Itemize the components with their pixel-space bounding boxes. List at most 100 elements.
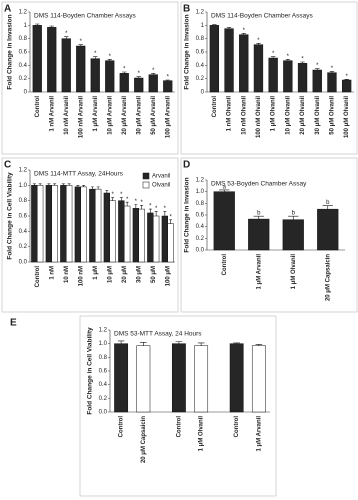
error-bar [117,340,125,344]
error-bar [329,71,335,73]
error-bar [82,185,86,187]
bar [327,72,337,93]
bar [119,73,129,93]
significance-label: * [109,54,112,60]
bar [95,188,102,263]
y-tick-label: 1.0 [19,183,28,189]
significance-label: * [94,51,97,57]
x-tick-label: Control [176,416,182,438]
significance-label: * [169,214,172,220]
significance-label: * [301,57,304,63]
error-bar [61,183,65,186]
x-tick-label: 10 nM Olvanil [241,96,247,135]
x-tick-label: 1 μM Olvanil [199,416,205,452]
y-axis-title: Fold Change in Invasion [184,177,191,252]
bar [229,343,244,413]
bar [114,343,129,413]
error-bar [67,183,71,186]
significance-label: b [257,211,261,217]
error-bar [125,201,129,207]
y-tick-label: 0.8 [19,36,28,42]
y-tick-label: 0.6 [19,50,28,56]
significance-label: * [111,192,114,198]
bar [32,25,42,93]
x-tick-label: 100 μM Arvanil [165,96,171,138]
y-tick-label: 0 [201,90,205,96]
y-tick-label: 1.2 [19,168,28,174]
bar [147,212,154,263]
x-tick-label: 1 μM Olvanil [291,254,297,290]
bar [282,219,304,251]
y-tick-label: 0.2 [99,396,108,402]
significance-label: * [331,66,334,72]
error-bar [219,189,230,192]
error-bar [344,79,349,80]
error-bar [151,73,156,75]
x-tick-label: 1 μM Arvanil [93,96,99,132]
bar [312,69,322,93]
bar [124,205,131,263]
significance-label: b [326,200,330,206]
y-axis-title: Fold Change in Cell Viability [7,172,14,260]
x-tick-label: 100 μM Olvanil [344,96,350,138]
bar [239,34,249,93]
y-tick-label: 0.2 [19,244,28,250]
x-tick-label: 100 nM [78,266,84,286]
panel-letter: A [4,4,11,15]
legend-label: Olvanil [152,183,170,189]
error-bar [76,185,80,187]
error-bar [122,71,127,74]
error-bar [169,219,173,224]
panel-frame [180,1,358,155]
x-tick-label: 1 μM Arvanil [256,416,262,452]
y-tick-label: 0.6 [196,213,205,219]
bar [76,45,86,93]
x-tick-label: 1 μM Olvanil [271,96,277,132]
bar [47,27,57,93]
y-tick-label: 0.4 [196,224,205,230]
error-bar [148,208,152,213]
significance-label: * [123,67,126,73]
x-tick-label: 10 μM Olvanil [285,96,291,135]
error-bar [136,76,141,78]
y-tick-label: 0.4 [19,63,28,69]
error-bar [212,24,217,26]
error-bar [105,190,109,193]
bar [132,208,139,263]
y-tick-label: 1.0 [196,189,205,195]
significance-label: * [126,197,129,203]
x-tick-label: 10 μM [107,266,113,283]
significance-label: * [345,74,348,80]
significance-label: * [316,63,319,69]
x-tick-label: 20 μM Capsaicin [141,416,147,463]
bar [209,25,220,93]
error-bar [256,43,261,45]
significance-label: * [167,75,170,81]
y-tick-label: 0.8 [196,36,205,42]
error-bar [154,211,158,216]
bar [194,345,209,413]
error-bar [53,183,57,186]
bar [31,185,38,263]
y-tick-label: 0.4 [19,229,28,235]
bar [89,188,96,263]
significance-label: * [287,54,290,60]
x-tick-label: 100 μM [165,266,171,286]
y-tick-label: 0.4 [196,63,205,69]
error-bar [90,186,94,190]
y-tick-label: 1.2 [196,178,205,184]
y-tick-label: 0.0 [19,260,28,266]
y-tick-label: 0.8 [19,198,28,204]
bar [105,60,115,93]
chart-title: DMS 114-MTT Assay, 24Hours [34,171,124,178]
bar [283,60,293,93]
bar [253,44,264,93]
chart-title: DMS 114-Boyden Chamber Assays [34,13,137,20]
significance-label: * [243,28,246,34]
panel-frame [1,1,179,155]
significance-label: * [257,38,260,44]
x-tick-label: 50 μM [151,266,157,283]
error-bar [35,23,40,26]
significance-label: * [138,71,141,77]
y-tick-label: 0.8 [99,355,108,361]
